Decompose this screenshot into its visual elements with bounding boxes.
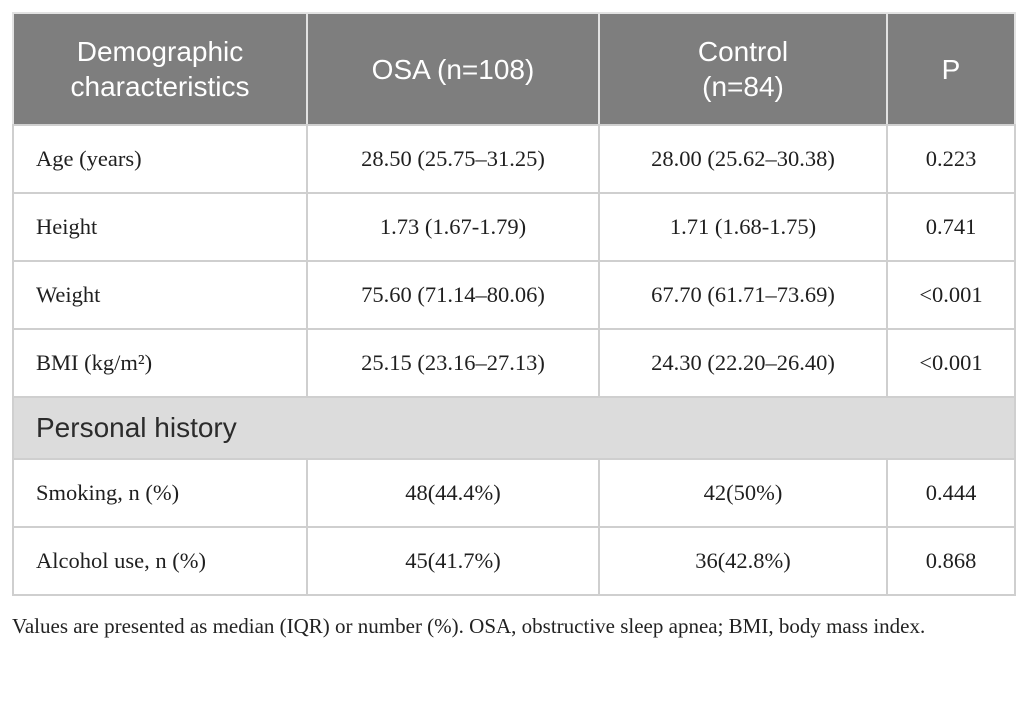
table-footnote: Values are presented as median (IQR) or … xyxy=(12,614,926,638)
table-row-age: Age (years) 28.50 (25.75–31.25) 28.00 (2… xyxy=(12,124,1016,194)
page: Demographic characteristics OSA (n=108) … xyxy=(12,12,1016,638)
col-header-demographic-characteristics: Demographic characteristics xyxy=(12,12,308,126)
control-value: 1.71 (1.68-1.75) xyxy=(598,192,888,262)
p-value: <0.001 xyxy=(886,260,1016,330)
p-value: 0.444 xyxy=(886,458,1016,528)
demographics-table: Demographic characteristics OSA (n=108) … xyxy=(12,12,1016,596)
control-value: 28.00 (25.62–30.38) xyxy=(598,124,888,194)
p-value: <0.001 xyxy=(886,328,1016,398)
osa-value: 45(41.7%) xyxy=(306,526,600,596)
osa-value: 28.50 (25.75–31.25) xyxy=(306,124,600,194)
control-value: 36(42.8%) xyxy=(598,526,888,596)
control-value: 24.30 (22.20–26.40) xyxy=(598,328,888,398)
table-row-smoking: Smoking, n (%) 48(44.4%) 42(50%) 0.444 xyxy=(12,458,1016,528)
col-header-control: Control (n=84) xyxy=(598,12,888,126)
table-row-alcohol: Alcohol use, n (%) 45(41.7%) 36(42.8%) 0… xyxy=(12,526,1016,596)
osa-value: 1.73 (1.67-1.79) xyxy=(306,192,600,262)
section-header-label: Personal history xyxy=(12,396,1016,460)
row-label: Alcohol use, n (%) xyxy=(12,526,308,596)
p-value: 0.868 xyxy=(886,526,1016,596)
osa-value: 25.15 (23.16–27.13) xyxy=(306,328,600,398)
osa-value: 48(44.4%) xyxy=(306,458,600,528)
col-header-p: P xyxy=(886,12,1016,126)
row-label: Age (years) xyxy=(12,124,308,194)
header-row: Demographic characteristics OSA (n=108) … xyxy=(12,12,1016,126)
row-label: Weight xyxy=(12,260,308,330)
col-header-osa: OSA (n=108) xyxy=(306,12,600,126)
control-value: 42(50%) xyxy=(598,458,888,528)
control-value: 67.70 (61.71–73.69) xyxy=(598,260,888,330)
row-label: Smoking, n (%) xyxy=(12,458,308,528)
p-value: 0.223 xyxy=(886,124,1016,194)
table-row-weight: Weight 75.60 (71.14–80.06) 67.70 (61.71–… xyxy=(12,260,1016,330)
row-label: BMI (kg/m²) xyxy=(12,328,308,398)
table-row-bmi: BMI (kg/m²) 25.15 (23.16–27.13) 24.30 (2… xyxy=(12,328,1016,398)
table-row-height: Height 1.73 (1.67-1.79) 1.71 (1.68-1.75)… xyxy=(12,192,1016,262)
row-label: Height xyxy=(12,192,308,262)
section-header-row-personal-history: Personal history xyxy=(12,396,1016,460)
osa-value: 75.60 (71.14–80.06) xyxy=(306,260,600,330)
p-value: 0.741 xyxy=(886,192,1016,262)
